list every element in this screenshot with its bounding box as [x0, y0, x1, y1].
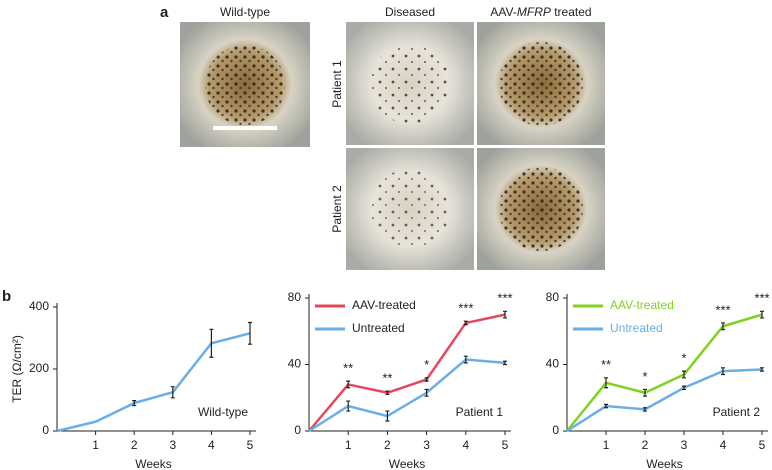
- error-bar: [760, 367, 764, 372]
- y-tick-label: 80: [546, 290, 560, 304]
- error-bar: [385, 410, 390, 422]
- y-tick-label: 40: [288, 357, 302, 371]
- y-tick-label: 80: [288, 290, 302, 304]
- x-tick-label: 4: [720, 438, 727, 452]
- x-tick-label: 3: [681, 438, 688, 452]
- x-tick-label: 2: [384, 438, 391, 452]
- error-bar: [643, 388, 647, 397]
- error-bar: [463, 355, 468, 364]
- error-bar: [643, 407, 647, 412]
- error-bar: [209, 328, 214, 358]
- photo-patient2-treated: [477, 148, 605, 270]
- error-bar: [721, 367, 725, 376]
- series-line: [308, 313, 506, 432]
- y-tick-label: 400: [29, 299, 49, 313]
- annotation: Wild-type: [198, 405, 248, 419]
- significance: *: [424, 357, 429, 372]
- error-bar: [424, 388, 429, 397]
- significance: **: [382, 371, 392, 386]
- error-bar: [721, 322, 725, 331]
- panel-label: a: [160, 4, 169, 21]
- y-tick-label: 0: [294, 423, 301, 437]
- legend-label: Untreated: [610, 321, 663, 335]
- error-bar: [604, 403, 608, 409]
- gene-name: MFRP: [517, 5, 551, 19]
- series-line: [56, 332, 251, 433]
- x-tick-label: 4: [462, 438, 469, 452]
- y-axis-title: TER (Ω/cm²): [10, 335, 24, 403]
- error-bar: [503, 360, 507, 366]
- error-bar: [385, 390, 390, 396]
- error-bar: [604, 377, 608, 389]
- photo-patient1-diseased: [346, 22, 474, 145]
- x-tick-label: 5: [502, 438, 509, 452]
- error-bar: [503, 310, 507, 319]
- annotation: Patient 2: [713, 405, 761, 419]
- y-tick-label: 40: [546, 357, 560, 371]
- y-tick-label: 200: [29, 361, 49, 375]
- x-axis-title: Weeks: [135, 457, 171, 470]
- annotation: Patient 1: [456, 405, 504, 419]
- significance: ***: [715, 302, 730, 317]
- y-tick-label: 0: [552, 423, 559, 437]
- panel-label: b: [2, 288, 11, 305]
- error-bar: [463, 320, 468, 326]
- series-line: [566, 368, 763, 433]
- legend-label: AAV-treated: [610, 298, 674, 312]
- legend-label: Untreated: [352, 321, 405, 335]
- x-tick-label: 4: [208, 438, 215, 452]
- series-line: [566, 313, 763, 432]
- error-bar: [170, 386, 175, 399]
- photo-patient2-diseased: [346, 148, 474, 270]
- row-label: Patient 2: [330, 185, 344, 233]
- x-tick-label: 2: [131, 438, 138, 452]
- error-bar: [346, 380, 351, 389]
- error-bar: [682, 370, 686, 379]
- error-bar: [424, 377, 429, 382]
- significance: ***: [458, 301, 473, 316]
- x-tick-label: 5: [247, 438, 254, 452]
- error-bar: [248, 321, 252, 345]
- series-line: [308, 358, 506, 433]
- x-tick-label: 1: [345, 438, 352, 452]
- error-bar: [760, 310, 764, 319]
- x-tick-label: 1: [92, 438, 99, 452]
- x-tick-label: 3: [423, 438, 430, 452]
- x-axis-title: Weeks: [389, 457, 425, 470]
- significance: ***: [497, 291, 512, 306]
- error-bar: [682, 385, 686, 391]
- legend-label: AAV-treated: [352, 298, 416, 312]
- x-tick-label: 1: [603, 438, 610, 452]
- column-label: Diseased: [385, 5, 435, 19]
- y-tick-label: 0: [42, 423, 49, 437]
- significance: **: [343, 361, 353, 376]
- x-tick-label: 3: [169, 438, 176, 452]
- label-part: AAV-: [490, 5, 516, 19]
- significance: **: [601, 357, 611, 372]
- x-tick-label: 2: [642, 438, 649, 452]
- significance: ***: [754, 291, 769, 306]
- x-axis-title: Weeks: [646, 457, 682, 470]
- error-bar: [346, 400, 351, 412]
- significance: *: [681, 351, 686, 366]
- significance: *: [642, 369, 647, 384]
- photo-wild-type: [180, 22, 310, 147]
- column-label: AAV-MFRP treated: [490, 5, 591, 19]
- row-label: Patient 1: [330, 60, 344, 108]
- error-bar: [132, 400, 137, 407]
- column-label: Wild-type: [220, 5, 270, 19]
- label-part: treated: [551, 5, 592, 19]
- x-tick-label: 5: [759, 438, 766, 452]
- photo-patient1-treated: [477, 22, 605, 145]
